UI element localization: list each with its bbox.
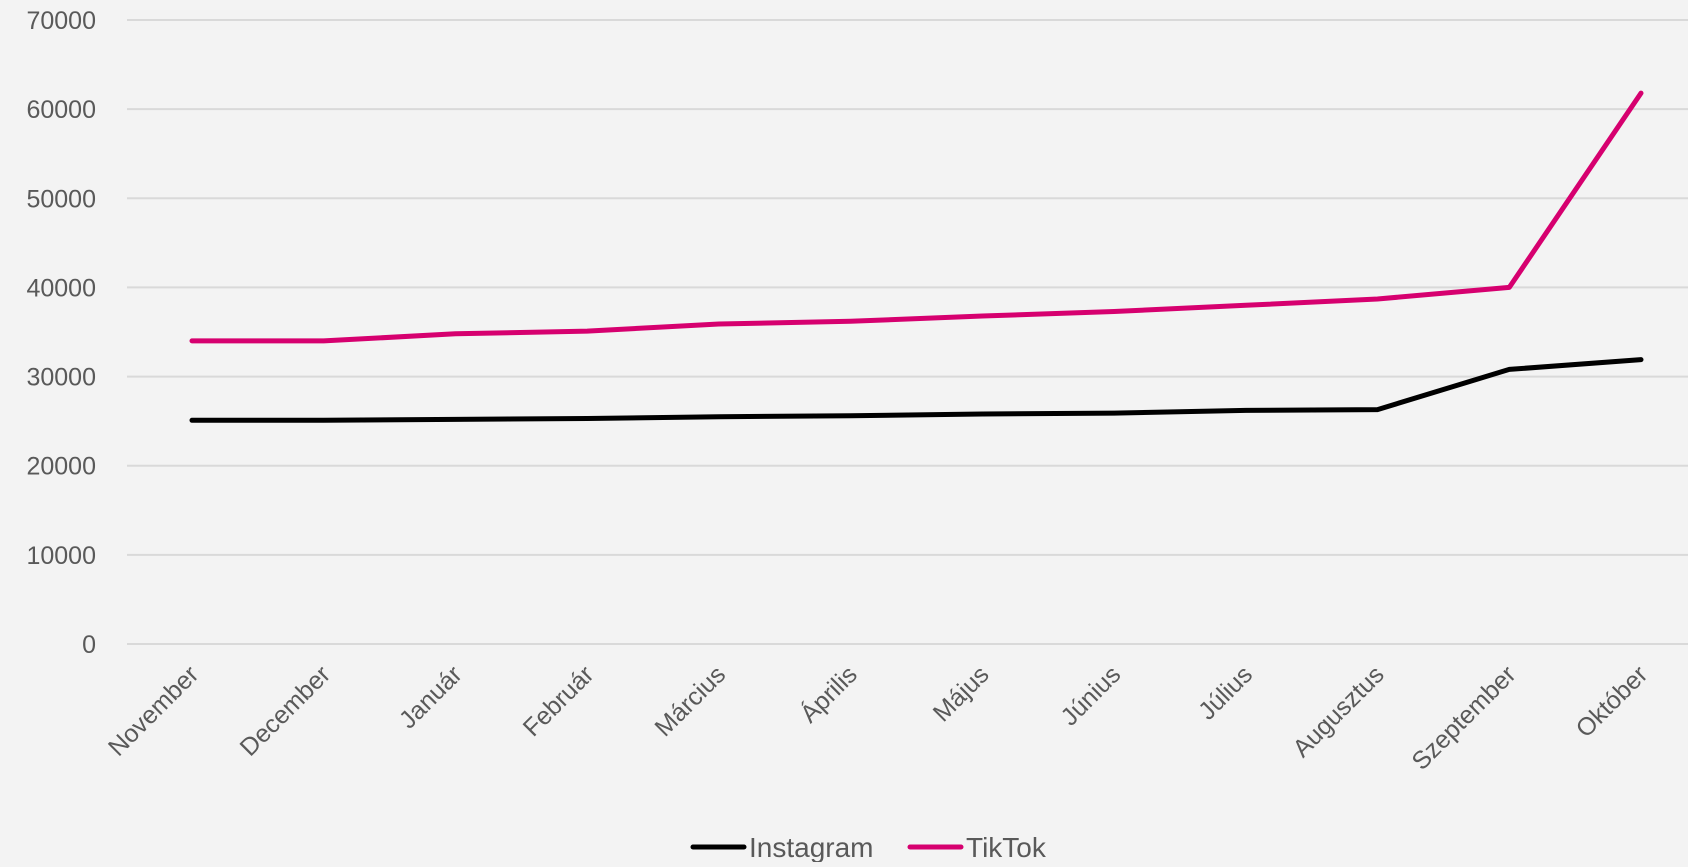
x-tick-label: Július: [1193, 660, 1258, 725]
x-axis-ticks: November December Január Február Március Ápri…: [103, 660, 1653, 776]
legend-label-tiktok: TikTok: [966, 832, 1047, 862]
y-tick-label: 30000: [26, 364, 96, 392]
series-lines: [189, 90, 1644, 423]
x-tick-label: Január: [394, 660, 468, 734]
x-tick-label: Február: [518, 660, 600, 742]
x-tick-label: Április: [794, 660, 863, 729]
y-tick-label: 70000: [26, 7, 96, 35]
x-tick-label: Augusztus: [1287, 660, 1389, 762]
y-tick-label: 20000: [26, 453, 96, 481]
y-tick-label: 40000: [26, 274, 96, 302]
x-tick-label: December: [235, 660, 336, 761]
legend-label-instagram: Instagram: [749, 832, 874, 862]
legend: Instagram TikTok: [690, 832, 1047, 863]
gridlines: [127, 19, 1688, 645]
series-line-tiktok: [189, 90, 1644, 344]
x-tick-label: Június: [1055, 660, 1126, 731]
y-tick-label: 60000: [26, 96, 96, 124]
y-axis-ticks: 0 10000 20000 30000 40000 50000 60000 70000: [26, 7, 96, 659]
x-tick-label: Október: [1571, 660, 1654, 743]
x-tick-label: November: [103, 660, 204, 761]
series-line-instagram: [189, 357, 1644, 423]
x-tick-label: Szeptember: [1406, 660, 1521, 775]
y-tick-label: 10000: [26, 542, 96, 570]
x-tick-label: Március: [649, 660, 731, 742]
x-tick-label: Május: [928, 660, 995, 727]
y-tick-label: 50000: [26, 185, 96, 213]
y-tick-label: 0: [82, 631, 96, 659]
